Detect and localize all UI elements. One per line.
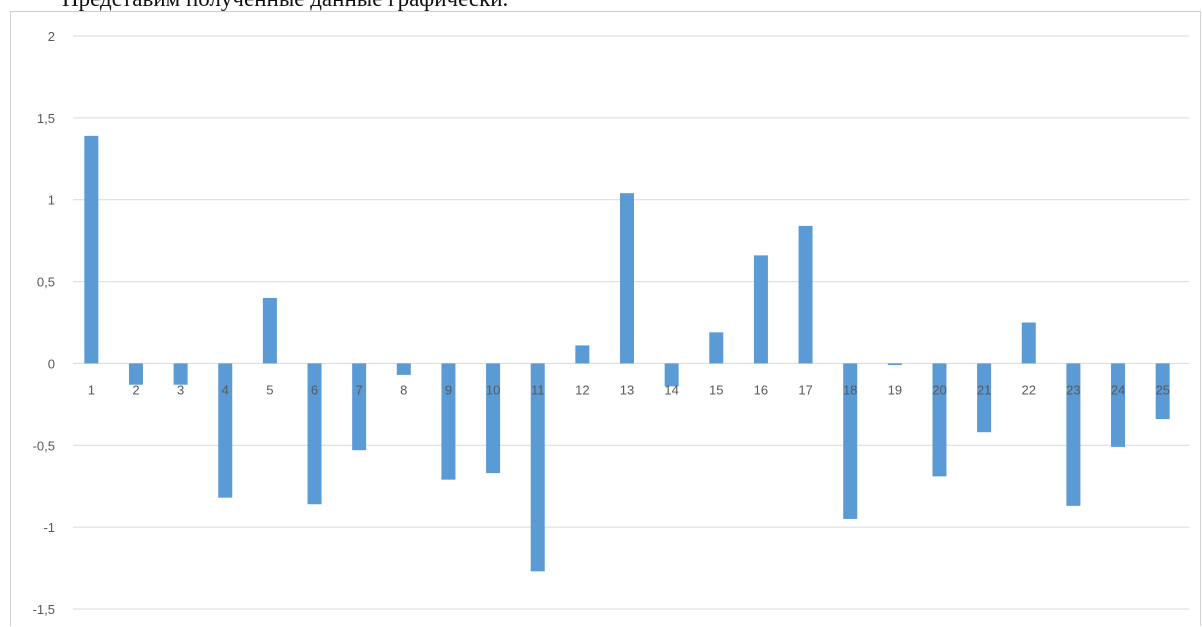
bar-10	[486, 363, 501, 474]
x-tick-label: 25	[1155, 382, 1169, 397]
x-tick-label: 10	[486, 382, 500, 397]
bar-22	[1021, 322, 1036, 364]
bar-11	[530, 363, 545, 572]
y-axis-tick-labels: 2 1,5 1 0,5 0 -0,5 -1 -1,5	[33, 29, 55, 617]
x-tick-label: 20	[932, 382, 946, 397]
x-tick-label: 9	[445, 382, 452, 397]
x-tick-label: 18	[843, 382, 857, 397]
y-tick-label: -0,5	[33, 438, 55, 453]
chart-frame: 2 1,5 1 0,5 0 -0,5 -1 -1,5 1 2 3 4 5 6 7 8 9 10 11 12 13 14 1…	[10, 11, 1201, 626]
x-tick-label: 6	[311, 382, 318, 397]
x-tick-label: 11	[531, 382, 545, 397]
x-tick-label: 1	[88, 382, 95, 397]
x-tick-label: 14	[664, 382, 678, 397]
x-axis-tick-labels: 1 2 3 4 5 6 7 8 9 10 11 12 13 14 15 16 17 18 19 20 21 22 23 24 2…	[88, 382, 1170, 397]
bar-3	[173, 363, 188, 385]
bar-6	[307, 363, 322, 505]
bar-5	[262, 297, 277, 364]
bar-15	[709, 332, 724, 364]
x-tick-label: 22	[1022, 382, 1036, 397]
x-tick-label: 4	[222, 382, 229, 397]
y-tick-label: 0,5	[37, 275, 55, 290]
bar-16	[753, 255, 768, 364]
gridlines	[73, 35, 1189, 610]
bar-2	[128, 363, 143, 385]
x-tick-label: 19	[888, 382, 902, 397]
x-tick-label: 24	[1111, 382, 1125, 397]
bar-13	[620, 193, 634, 364]
bar-20	[932, 363, 947, 477]
x-tick-label: 21	[977, 382, 991, 397]
bar-17	[798, 225, 813, 364]
y-tick-label: -1	[43, 520, 55, 535]
x-tick-label: 2	[132, 382, 139, 397]
x-tick-label: 8	[400, 382, 407, 397]
bars	[84, 135, 1170, 572]
x-tick-label: 16	[754, 382, 768, 397]
bar-7	[352, 363, 367, 451]
x-tick-label: 23	[1066, 382, 1080, 397]
x-tick-label: 3	[177, 382, 184, 397]
bar-14	[664, 363, 679, 387]
y-tick-label: 1,5	[37, 111, 55, 126]
page-caption: Представим полученные данные графически.	[62, 0, 508, 12]
y-tick-label: 1	[48, 193, 55, 208]
x-tick-label: 12	[575, 382, 589, 397]
bar-8	[396, 363, 411, 375]
y-tick-label: -1,5	[33, 602, 55, 617]
bar-25	[1155, 363, 1170, 420]
y-tick-label: 0	[48, 356, 55, 371]
bar-23	[1066, 363, 1081, 506]
x-tick-label: 15	[709, 382, 723, 397]
x-tick-label: 17	[798, 382, 812, 397]
x-tick-label: 13	[620, 382, 634, 397]
bar-12	[575, 345, 590, 364]
bar-chart: 21,510,50-0,5-1-1,5 1 2 3 4 5 6 7 8 9 10 11 12 13 14 1…	[33, 29, 1189, 617]
bar-18	[843, 363, 858, 519]
x-tick-label: 7	[356, 382, 363, 397]
y-tick-label: 2	[48, 29, 55, 44]
x-tick-label: 5	[266, 382, 273, 397]
bar-21	[977, 363, 992, 433]
bar-1	[84, 135, 99, 364]
bar-9	[441, 363, 456, 480]
bar-19	[887, 363, 902, 366]
bar-24	[1111, 363, 1126, 447]
bar-4	[218, 363, 233, 498]
